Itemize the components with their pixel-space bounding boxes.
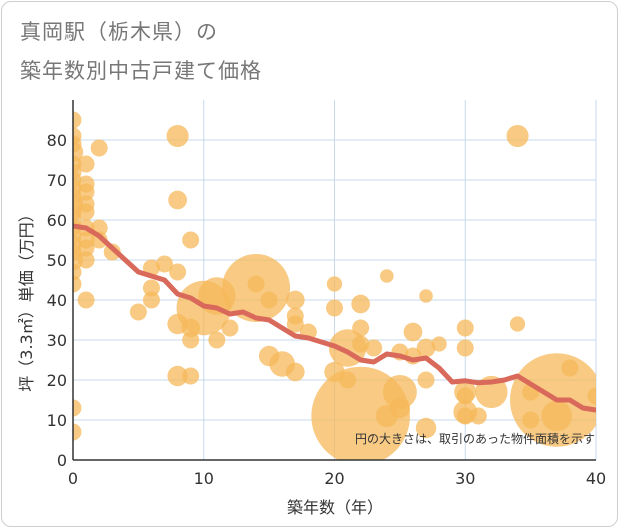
data-point	[167, 365, 188, 387]
data-point	[77, 251, 95, 269]
data-point	[77, 239, 95, 257]
data-point	[352, 335, 370, 353]
y-tick-label: 10	[47, 411, 67, 430]
bubble-layer	[73, 111, 596, 460]
data-point	[417, 371, 435, 389]
data-point	[286, 315, 304, 333]
data-point	[73, 399, 82, 417]
data-point	[506, 124, 529, 148]
data-point	[351, 294, 370, 314]
data-point	[166, 124, 189, 148]
x-tick-label: 0	[68, 469, 78, 488]
data-point	[260, 291, 278, 309]
trend-layer	[73, 223, 596, 413]
data-point	[182, 231, 200, 249]
data-point	[352, 319, 370, 337]
data-point	[456, 339, 474, 357]
y-tick-label: 0	[57, 451, 67, 470]
data-point	[415, 417, 437, 439]
data-point	[156, 255, 174, 273]
data-point	[103, 243, 121, 261]
data-point	[169, 263, 187, 281]
bubble-size-annotation: 円の大きさは、取引のあった物件面積を示す	[355, 431, 595, 446]
data-point	[456, 387, 474, 405]
chart-title-line1: 真岡駅（栃木県）の	[20, 20, 218, 44]
data-point	[168, 190, 187, 210]
data-point	[73, 111, 82, 129]
data-point	[182, 331, 200, 349]
x-tick-label: 20	[324, 469, 344, 488]
data-point	[380, 269, 394, 283]
data-point	[142, 291, 160, 309]
data-point	[182, 367, 200, 385]
data-point	[587, 387, 596, 405]
data-point	[389, 397, 411, 419]
data-point	[469, 407, 487, 425]
data-point	[73, 275, 82, 293]
chart-title-line2: 築年数別中古戸建て価格	[20, 59, 262, 83]
y-tick-label: 70	[47, 171, 67, 190]
data-point	[77, 203, 95, 221]
data-point	[90, 139, 108, 157]
data-point	[77, 183, 95, 201]
y-tick-label: 80	[47, 131, 67, 150]
data-point	[456, 407, 474, 425]
data-point	[456, 319, 474, 337]
data-point	[416, 338, 436, 358]
data-point	[326, 276, 343, 292]
data-point	[382, 375, 417, 409]
data-point	[365, 339, 383, 357]
data-point	[285, 362, 305, 382]
data-point	[77, 291, 95, 309]
data-point	[208, 331, 226, 349]
x-tick-label: 10	[194, 469, 214, 488]
y-axis-label: 坪（3.3㎡）単価（万円）	[17, 206, 36, 391]
data-point	[77, 155, 95, 173]
axes: 0 10 20 30 40 50 60 70 80 0 10 20 30 40	[47, 100, 606, 488]
data-point	[431, 336, 447, 352]
data-point	[221, 319, 239, 337]
y-tick-label: 30	[47, 331, 67, 350]
trend-line	[73, 223, 596, 413]
data-point	[509, 316, 526, 332]
data-point	[561, 359, 579, 377]
y-tick-label: 50	[47, 251, 67, 270]
data-point	[142, 279, 160, 297]
data-point	[73, 423, 82, 441]
y-tick-label: 40	[47, 291, 67, 310]
data-point	[285, 290, 305, 310]
y-tick-label: 20	[47, 371, 67, 390]
data-point	[129, 303, 147, 321]
y-tick-label: 60	[47, 211, 67, 230]
x-axis-label: 築年数（年）	[287, 498, 383, 517]
data-point	[541, 400, 573, 432]
data-point	[419, 289, 433, 303]
x-tick-label: 40	[586, 469, 606, 488]
data-point	[326, 299, 343, 317]
x-tick-label: 30	[455, 469, 475, 488]
data-point	[403, 322, 423, 342]
